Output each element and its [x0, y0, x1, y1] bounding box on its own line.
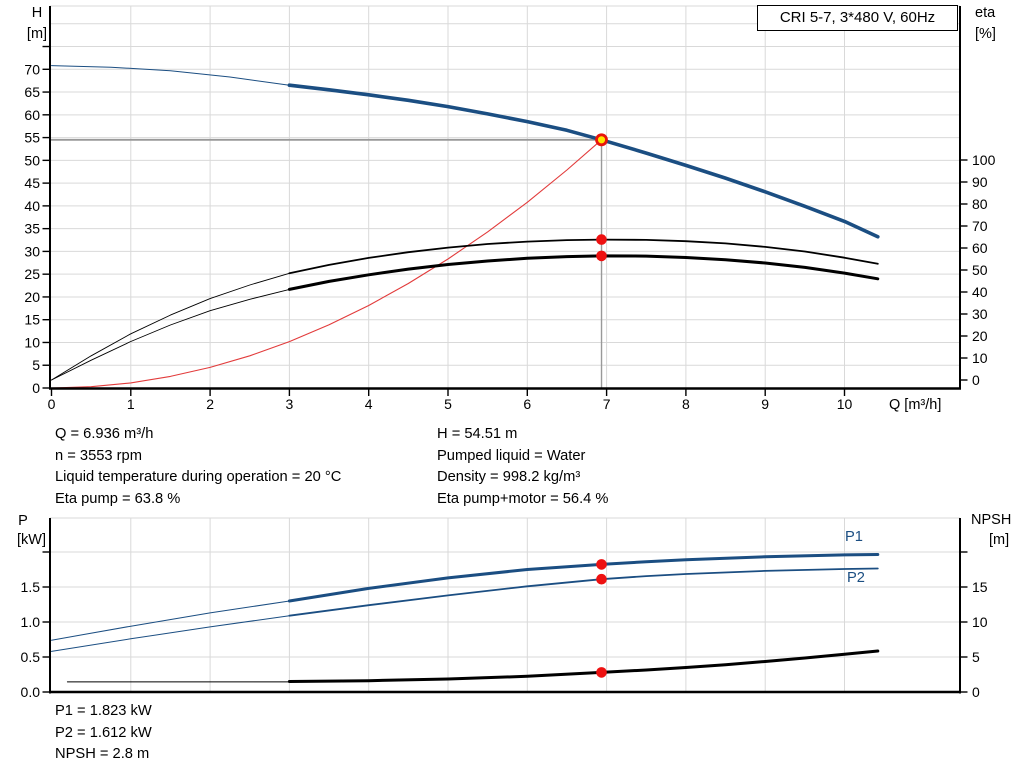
eta-tick-label: 90 [972, 174, 988, 190]
eta-tick-label: 10 [972, 350, 988, 366]
pump-title-box: CRI 5-7, 3*480 V, 60Hz [757, 5, 958, 31]
head-tick-label: 40 [24, 198, 40, 214]
info-temperature: Liquid temperature during operation = 20… [55, 469, 342, 486]
head-tick-label: 35 [24, 221, 40, 237]
head-tick-label: 5 [32, 357, 40, 373]
head-tick-label: 30 [24, 243, 40, 259]
duty-eta-dot [596, 234, 607, 245]
flow-tick-label: 8 [682, 396, 690, 412]
p1-curve [287, 553, 880, 603]
flow-tick-label: 2 [206, 396, 214, 412]
info-density: Density = 998.2 kg/m³ [437, 469, 581, 486]
head-tick-label: 70 [24, 61, 40, 77]
npsh-axis-title: NPSH [971, 512, 1012, 528]
head-tick-label: 55 [24, 130, 40, 146]
flow-tick-label: 1 [127, 396, 135, 412]
npsh-tick-label: 15 [972, 579, 988, 595]
flow-tick-label: 3 [286, 396, 294, 412]
info-eta-pump: Eta pump = 63.8 % [55, 491, 181, 508]
p1-curve-thin [51, 600, 290, 641]
info-eta-pump-motor: Eta pump+motor = 56.4 % [437, 491, 609, 508]
eta-tick-label: 70 [972, 218, 988, 234]
power-axis-title: P [18, 513, 28, 529]
head-curve-thin [51, 65, 290, 86]
head-tick-label: 0 [32, 380, 40, 396]
eta-axis-unit: [%] [975, 26, 996, 42]
power-npsh-chart: 0.0 0.5 1.0 1.5 0 5 10 15 [21, 517, 988, 700]
npsh-tick-label: 0 [972, 684, 980, 700]
head-axis-title: H [31, 5, 43, 21]
eta-pump-motor-curve-thin [51, 288, 290, 381]
npsh-tick-label: 10 [972, 614, 988, 630]
duty-value-dot [596, 573, 607, 585]
head-tick-label: 20 [24, 289, 40, 305]
info-flow: Q = 6.936 m³/h [55, 426, 154, 442]
flow-axis-title: Q [m³/h] [889, 397, 942, 413]
info-p2: P2 = 1.612 kW [55, 724, 152, 741]
p2-curve [288, 567, 879, 617]
duty-value-dot [596, 559, 607, 570]
eta-tick-label: 0 [972, 372, 980, 388]
head-tick-label: 50 [24, 152, 40, 168]
eta-tick-label: 40 [972, 284, 988, 300]
flow-tick-label: 10 [837, 396, 853, 412]
head-tick-label: 45 [24, 175, 40, 191]
operating-point-marker[interactable] [595, 133, 608, 147]
duty-info-right: H = 54.51 m Pumped liquid = Water Densit… [437, 424, 608, 511]
flow-tick-label: 9 [761, 396, 769, 412]
head-curve [287, 83, 880, 239]
p2-curve-thin [51, 615, 290, 652]
power-info: P1 = 1.823 kW P2 = 1.612 kW NPSH = 2.8 m [55, 701, 152, 766]
npsh-curve [287, 649, 880, 683]
info-p1: P1 = 1.823 kW [55, 703, 152, 719]
eta-pump-curve-thin [51, 272, 290, 381]
power-tick-label: 1.5 [21, 579, 41, 595]
head-tick-label: 10 [24, 334, 40, 350]
duty-info-left: Q = 6.936 m³/h n = 3553 rpm Liquid tempe… [55, 424, 341, 511]
hq-eta-chart: 0510152025303540455055606570010203040506… [24, 5, 996, 412]
npsh-axis-unit: [m] [989, 532, 1010, 548]
eta-tick-label: 50 [972, 262, 988, 278]
power-tick-label: 0.0 [21, 684, 41, 700]
eta-pump-motor-curve [287, 254, 880, 291]
duty-eta-dot [596, 250, 607, 262]
flow-tick-label: 7 [603, 396, 611, 412]
flow-tick-label: 6 [523, 396, 531, 412]
head-tick-label: 15 [24, 312, 40, 328]
flow-tick-label: 4 [365, 396, 373, 412]
eta-tick-label: 80 [972, 196, 988, 212]
info-liquid: Pumped liquid = Water [437, 447, 586, 464]
power-axis-unit: [kW] [17, 532, 46, 548]
duty-value-dot [596, 667, 607, 678]
power-tick-label: 1.0 [21, 614, 41, 630]
info-speed: n = 3553 rpm [55, 447, 142, 464]
head-tick-label: 25 [24, 266, 40, 282]
power-tick-label: 0.5 [21, 649, 41, 665]
head-axis-unit: [m] [26, 26, 48, 42]
eta-axis-title: eta [975, 5, 996, 21]
info-npsh: NPSH = 2.8 m [55, 746, 150, 763]
head-tick-label: 65 [24, 84, 40, 100]
flow-tick-label: 0 [48, 396, 56, 412]
system-curve [50, 139, 603, 389]
eta-tick-label: 20 [972, 328, 988, 344]
eta-tick-label: 60 [972, 240, 988, 256]
flow-tick-label: 5 [444, 396, 452, 412]
p2-curve-label: P2 [847, 570, 865, 586]
p1-curve-label: P1 [845, 529, 863, 545]
info-head: H = 54.51 m [437, 426, 518, 442]
eta-pump-curve [288, 238, 879, 275]
head-tick-label: 60 [24, 107, 40, 123]
eta-tick-label: 30 [972, 306, 988, 322]
npsh-tick-label: 5 [972, 649, 980, 665]
eta-tick-label: 100 [972, 152, 996, 168]
